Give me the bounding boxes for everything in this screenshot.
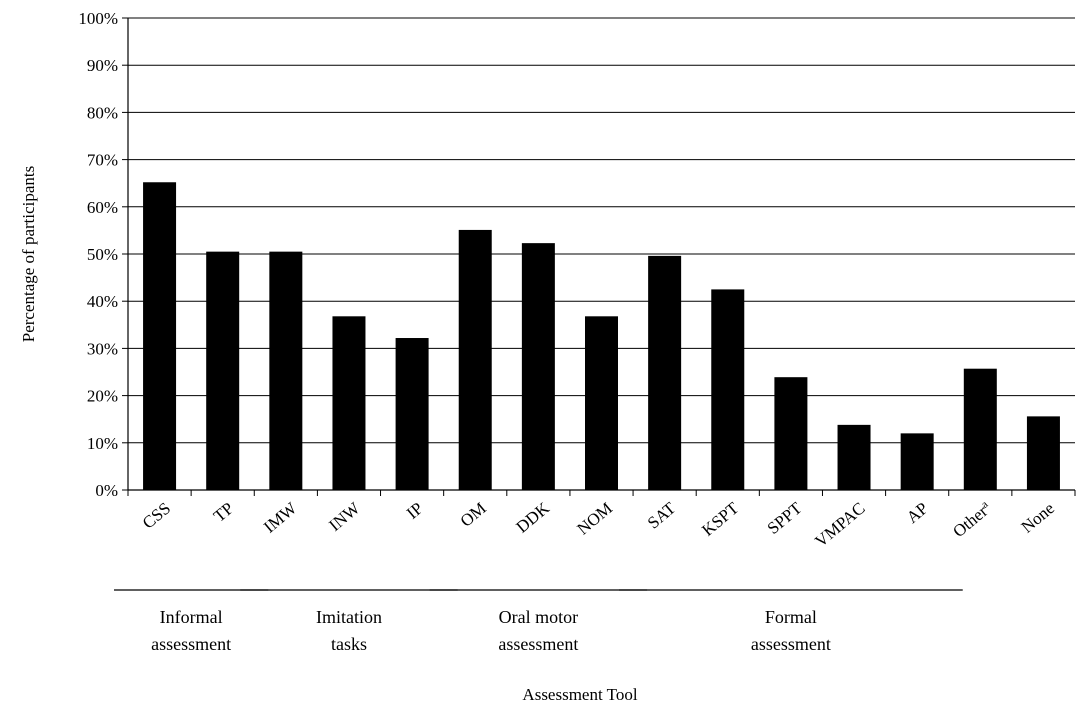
y-tick-label: 60% bbox=[87, 198, 118, 217]
x-category-label: VMPAC bbox=[811, 499, 868, 551]
bar-other bbox=[963, 368, 997, 490]
x-category-label: None bbox=[1018, 499, 1058, 537]
x-category-label: NOM bbox=[573, 499, 616, 539]
bar-vmpac bbox=[837, 424, 871, 490]
group-label: tasks bbox=[331, 634, 367, 654]
x-category-label: Othera bbox=[949, 498, 995, 541]
x-category-label: SPPT bbox=[764, 498, 806, 538]
bars bbox=[143, 182, 1060, 491]
axes bbox=[122, 17, 1076, 496]
group-label: Oral motor bbox=[499, 607, 578, 627]
group-label: Formal bbox=[765, 607, 817, 627]
bar-ddk bbox=[521, 243, 555, 490]
y-tick-label: 80% bbox=[87, 103, 118, 122]
bar-imw bbox=[269, 251, 303, 490]
y-tick-label: 90% bbox=[87, 56, 118, 75]
x-axis-title: Assessment Tool bbox=[522, 685, 637, 704]
x-category-label: AP bbox=[903, 499, 932, 528]
group-label: Informal bbox=[160, 607, 223, 627]
bar-tp bbox=[206, 251, 240, 490]
y-tick-labels: 0% 10% 20% 30% 40% 50% 60% 70% 80% 90% 100% bbox=[78, 9, 118, 500]
x-category-label: OM bbox=[457, 499, 490, 531]
x-category-label: SAT bbox=[644, 498, 680, 532]
bar-sat bbox=[648, 255, 682, 490]
x-category-label: TP bbox=[210, 499, 237, 526]
bar-nom bbox=[585, 316, 618, 490]
y-axis-title: Percentage of participants bbox=[19, 166, 38, 343]
x-category-superscript: a bbox=[979, 498, 991, 510]
y-tick-label: 10% bbox=[87, 434, 118, 453]
category-groups: Informal assessment Imitation tasks Oral mot… bbox=[114, 589, 963, 654]
x-category-labels: CSS TP IMW INW IP OM DDK NOM SAT KSPT SPPT VMPAC AP O… bbox=[139, 498, 1058, 551]
group-label: Imitation bbox=[316, 607, 382, 627]
y-tick-label: 70% bbox=[87, 151, 118, 170]
group-label: assessment bbox=[498, 634, 578, 654]
bar-om bbox=[458, 229, 492, 491]
x-category-label: IP bbox=[403, 499, 427, 523]
bar-kspt bbox=[711, 289, 745, 490]
bar-none bbox=[1026, 416, 1060, 490]
y-tick-label: 30% bbox=[87, 339, 118, 358]
bar-ap bbox=[900, 433, 934, 490]
y-tick-label: 20% bbox=[87, 387, 118, 406]
x-category-label: DDK bbox=[513, 498, 554, 537]
x-category-label: CSS bbox=[139, 499, 174, 533]
bar-inw bbox=[332, 316, 366, 490]
x-category-label: KSPT bbox=[698, 498, 743, 540]
bar-sppt bbox=[774, 377, 808, 490]
y-tick-label: 0% bbox=[95, 481, 118, 500]
bar-ip bbox=[395, 338, 429, 490]
x-category-label: INW bbox=[325, 498, 364, 535]
bar-css bbox=[143, 182, 177, 491]
y-tick-label: 100% bbox=[78, 9, 118, 28]
group-label: assessment bbox=[151, 634, 231, 654]
y-tick-label: 40% bbox=[87, 292, 118, 311]
y-tick-label: 50% bbox=[87, 245, 118, 264]
x-category-label: IMW bbox=[260, 498, 301, 537]
group-label: assessment bbox=[751, 634, 831, 654]
